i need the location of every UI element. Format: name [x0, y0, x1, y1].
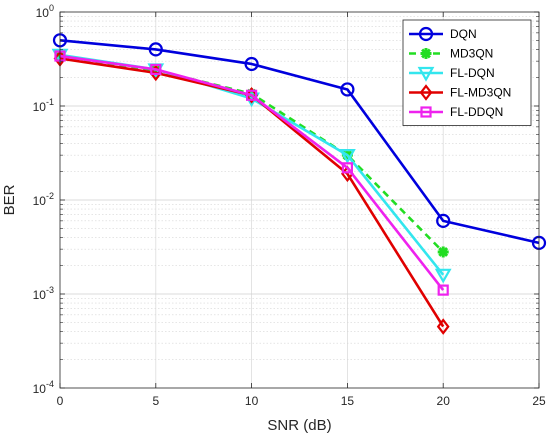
- point-marker-circle: [418, 26, 434, 42]
- point-marker-square: [420, 106, 432, 118]
- y-tick-label: 10-1: [33, 97, 54, 114]
- legend-label: DQN: [450, 27, 477, 41]
- series-line: [59, 54, 445, 291]
- legend-entry: DQN: [409, 26, 477, 42]
- y-tick-label: 10-4: [33, 379, 54, 396]
- series-line: [59, 39, 540, 245]
- point-marker-square: [246, 89, 258, 101]
- tick-layer: 0 5 10 15 20 25 10-4 10-3 10-2 10-1 100: [33, 3, 546, 408]
- y-tick-label: 100: [36, 3, 54, 20]
- legend-entry: MD3QN: [409, 47, 493, 61]
- point-marker-triangle: [434, 268, 452, 284]
- grid: [60, 12, 539, 388]
- legend-label: FL-DDQN: [450, 105, 503, 119]
- point-marker-diamond: [436, 318, 450, 335]
- legend-label: FL-MD3QN: [450, 86, 511, 100]
- x-axis-label: SNR (dB): [267, 417, 331, 434]
- point-marker-triangle: [339, 149, 356, 164]
- point-marker-asterisk: [437, 246, 449, 258]
- x-tick-label: 5: [152, 394, 159, 408]
- legend-entry: FL-DDQN: [409, 105, 503, 119]
- series-layer: [51, 33, 547, 335]
- point-marker-diamond: [419, 84, 433, 101]
- x-tick-label: 0: [57, 394, 64, 408]
- point-marker-circle: [436, 213, 451, 228]
- legend-entry: FL-DQN: [409, 66, 495, 82]
- x-tick-label: 20: [437, 394, 451, 408]
- point-marker-square: [341, 162, 353, 174]
- y-tick-label: 10-3: [33, 285, 54, 302]
- x-tick-label: 25: [532, 394, 546, 408]
- legend-label: FL-DQN: [450, 66, 495, 80]
- legend-label: MD3QN: [450, 47, 493, 61]
- point-marker-circle: [244, 56, 259, 72]
- point-marker-square: [437, 284, 449, 296]
- series-fl-ddqn: [54, 50, 449, 296]
- point-marker-asterisk: [420, 48, 432, 59]
- y-tick-label: 10-2: [33, 191, 54, 208]
- legend: DQN MD3QN FL-DQN FL-MD3QN FL-DDQN: [402, 19, 532, 126]
- point-marker-circle: [340, 82, 355, 97]
- y-axis-label: BER: [1, 184, 18, 215]
- point-marker-square: [150, 63, 162, 76]
- point-marker-circle: [148, 42, 163, 57]
- x-tick-label: 10: [245, 394, 259, 408]
- point-marker-triangle: [417, 66, 435, 82]
- legend-entry: FL-MD3QN: [409, 84, 511, 101]
- x-tick-label: 15: [341, 394, 355, 408]
